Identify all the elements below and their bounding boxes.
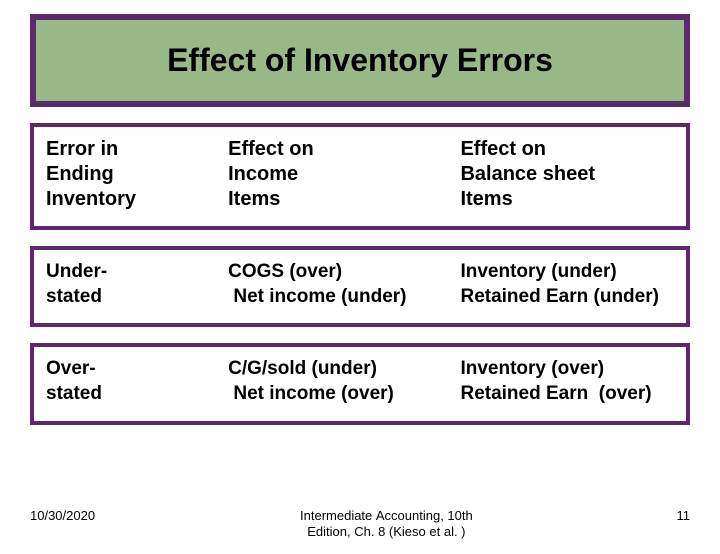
header-col2: Effect onIncomeItems — [228, 137, 460, 212]
footer-source: Intermediate Accounting, 10thEdition, Ch… — [221, 508, 551, 541]
row2-col1: Over-stated — [46, 357, 228, 406]
row2-col3: Inventory (over)Retained Earn (over) — [460, 357, 674, 406]
data-row-2: Over-stated C/G/sold (under) Net income … — [30, 343, 690, 424]
header-row: Error inEndingInventory Effect onIncomeI… — [30, 123, 690, 230]
data-row-1: Under-stated COGS (over) Net income (und… — [30, 246, 690, 327]
slide-title: Effect of Inventory Errors — [46, 42, 674, 79]
header-col3: Effect onBalance sheetItems — [460, 137, 674, 212]
row1-col3: Inventory (under)Retained Earn (under) — [460, 260, 674, 309]
footer-page: 11 — [551, 508, 690, 523]
title-box: Effect of Inventory Errors — [30, 14, 690, 107]
footer: 10/30/2020 Intermediate Accounting, 10th… — [30, 508, 690, 541]
header-col1: Error inEndingInventory — [46, 137, 228, 212]
row1-col2: COGS (over) Net income (under) — [228, 260, 460, 309]
row1-col1: Under-stated — [46, 260, 228, 309]
footer-date: 10/30/2020 — [30, 508, 221, 523]
row2-col2: C/G/sold (under) Net income (over) — [228, 357, 460, 406]
